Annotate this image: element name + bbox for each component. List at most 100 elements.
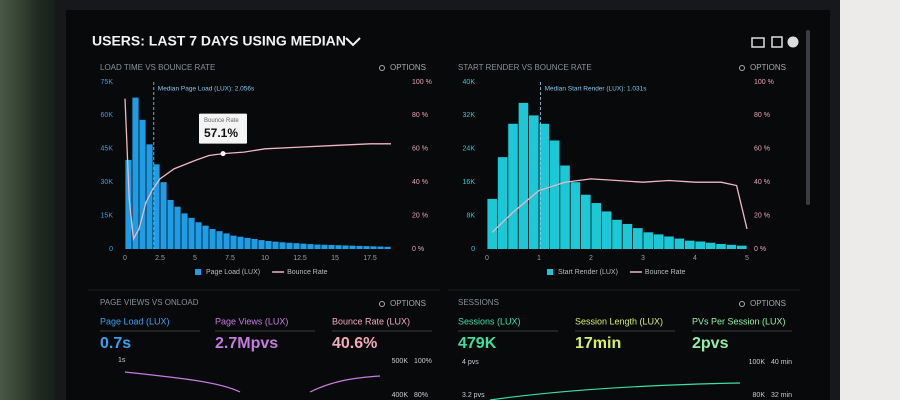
metric-label: Session Length (LUX)	[575, 316, 663, 326]
options-icon[interactable]	[739, 301, 745, 307]
options-link[interactable]: OPTIONS	[750, 299, 786, 308]
y2-tick-label: 60 %	[754, 146, 770, 153]
bar	[279, 242, 286, 249]
metric-label: Bounce Rate (LUX)	[332, 316, 410, 326]
bar	[209, 228, 216, 249]
options-icon[interactable]	[739, 65, 745, 71]
bar	[153, 164, 160, 249]
metric-label: Page Load (LUX)	[100, 316, 170, 326]
y2-tick-label: 40 %	[412, 179, 428, 186]
bar	[342, 245, 349, 249]
dropdown-chevron[interactable]	[345, 37, 361, 47]
chart-icon[interactable]	[771, 36, 783, 48]
options-icon[interactable]	[379, 301, 385, 307]
y2-tick-label: 40 %	[754, 179, 770, 186]
line	[491, 178, 748, 233]
x-tick-label: 10	[261, 255, 269, 262]
y-tick-label: 45K	[101, 146, 114, 153]
panel-title: START RENDER VS BOUNCE RATE	[458, 63, 592, 72]
y2-tick-label: 20 %	[412, 212, 428, 219]
bar	[251, 238, 258, 249]
y-tick-label: 40K	[463, 79, 476, 86]
bar	[174, 206, 181, 249]
legend-swatch	[547, 269, 553, 275]
partial-chart-line	[489, 382, 741, 400]
axis-label: 100K	[749, 359, 766, 366]
x-tick-label: 3	[641, 255, 645, 262]
options-link[interactable]: OPTIONS	[390, 299, 426, 308]
bar	[570, 182, 581, 249]
y2-tick-label: 0 %	[754, 246, 766, 253]
x-tick-label: 1	[537, 255, 541, 262]
bar	[230, 235, 237, 249]
bar	[560, 165, 570, 249]
bar	[335, 245, 342, 249]
bar	[160, 182, 167, 249]
bar	[328, 244, 335, 249]
bar	[181, 213, 188, 249]
bar	[539, 123, 549, 249]
bar	[529, 115, 539, 250]
bar	[363, 246, 370, 249]
bar	[314, 244, 321, 249]
bar	[265, 240, 272, 249]
bar	[377, 246, 384, 249]
legend-label: Bounce Rate	[645, 269, 686, 276]
options-icon[interactable]	[379, 65, 385, 71]
bar	[286, 242, 293, 249]
metric-value: 2.7Mpvs	[215, 335, 278, 352]
metric-value: 17min	[575, 335, 621, 352]
metric-value: 0.7s	[100, 335, 131, 352]
bar	[244, 237, 251, 249]
bar	[300, 243, 307, 249]
bar	[258, 240, 265, 249]
bar	[307, 244, 314, 249]
axis-label: 80K	[753, 392, 766, 399]
bar	[633, 228, 643, 249]
tooltip-value: 57.1%	[204, 126, 238, 140]
bar	[601, 211, 612, 249]
bar	[195, 222, 202, 249]
metric-value: 479K	[458, 335, 497, 352]
y-tick-label: 0	[471, 246, 475, 253]
axis-label: 32 min	[771, 392, 792, 399]
x-tick-label: 2.5	[155, 255, 165, 262]
x-tick-label: 0	[485, 255, 489, 262]
legend-swatch	[195, 269, 201, 275]
screen	[66, 10, 830, 400]
bar	[202, 225, 209, 249]
y2-tick-label: 0 %	[412, 246, 424, 253]
bar	[370, 246, 377, 249]
bar	[726, 244, 737, 249]
partial-chart-line	[124, 371, 381, 393]
bar	[518, 102, 529, 249]
help-icon[interactable]	[787, 36, 799, 48]
y-tick-label: 8K	[466, 212, 475, 219]
monitor-icon[interactable]	[751, 37, 765, 48]
bar	[125, 159, 132, 249]
options-link[interactable]: OPTIONS	[750, 63, 786, 72]
tooltip-title: Bounce Rate	[204, 118, 239, 124]
axis-label: 100%	[414, 358, 432, 365]
bar	[497, 157, 508, 249]
legend-label: Page Load (LUX)	[206, 269, 260, 276]
y2-tick-label: 80 %	[412, 112, 428, 119]
x-tick-label: 4	[693, 255, 697, 262]
axis-label: 4 pvs	[462, 359, 479, 366]
y2-tick-label: 100 %	[754, 79, 774, 86]
panel-title: SESSIONS	[458, 298, 499, 307]
axis-label: 500K	[392, 358, 409, 365]
bar	[664, 236, 674, 249]
y-tick-label: 16K	[463, 179, 476, 186]
x-tick-label: 5	[193, 255, 197, 262]
x-tick-label: 7.5	[225, 255, 235, 262]
axis-label: 80%	[414, 392, 428, 399]
options-link[interactable]: OPTIONS	[390, 63, 426, 72]
x-tick-label: 0	[123, 255, 127, 262]
y2-tick-label: 100 %	[412, 79, 432, 86]
bar	[653, 234, 664, 249]
x-tick-label: 17.5	[363, 255, 377, 262]
bar	[237, 236, 244, 249]
median-label: Median Start Render (LUX): 1.031s	[545, 86, 648, 93]
